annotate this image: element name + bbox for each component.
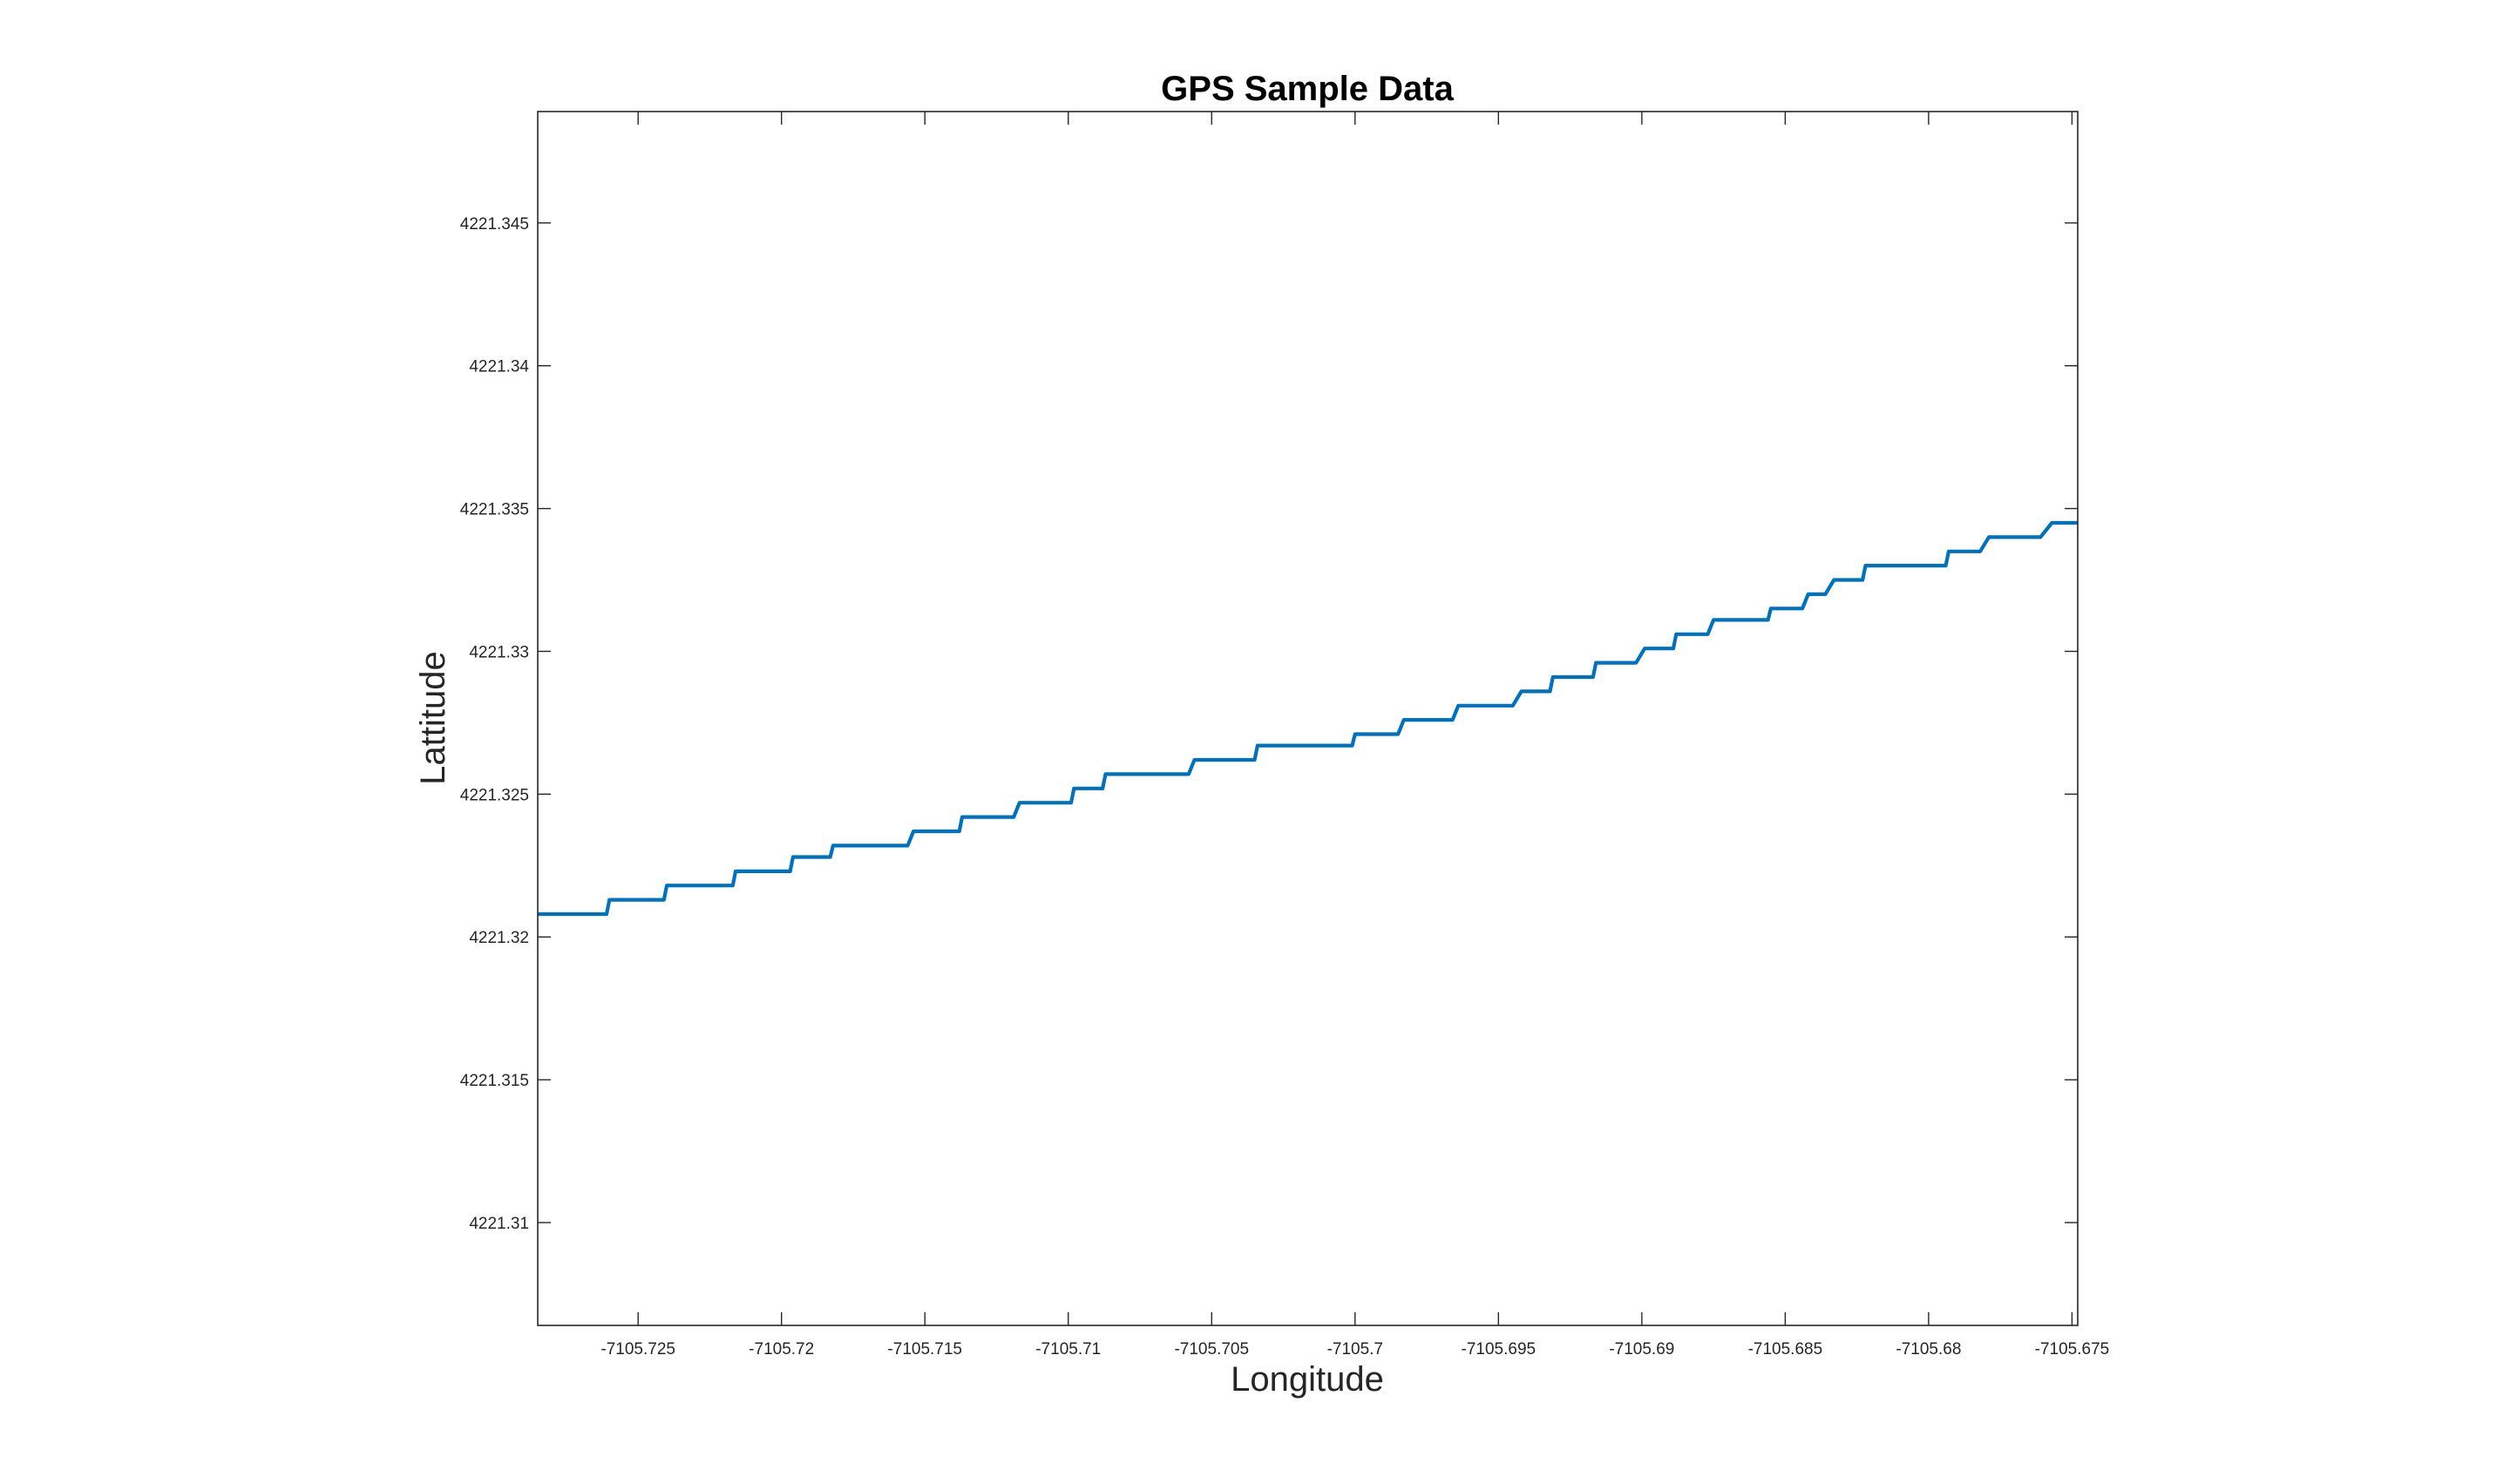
x-axis-label: Longitude [1231,1360,1384,1399]
plot-area [538,112,2078,1325]
y-tick-label: 4221.33 [469,643,529,661]
x-tick-label: -7105.7 [1327,1340,1383,1359]
y-tick-label: 4221.345 [460,215,529,234]
y-tick-label: 4221.31 [469,1215,529,1233]
series-line [538,520,2078,917]
tick-labels-layer: -7105.725 -7105.72 -7105.715 -7105.71 -7105.… [460,215,2109,1359]
y-axis-label: Lattitude [414,651,452,784]
x-tick-label: -7105.72 [749,1340,814,1359]
data-layer [538,520,2078,917]
axes-box [537,111,2079,1326]
x-tick-label: -7105.71 [1035,1340,1101,1359]
y-tick-label: 4221.34 [469,358,529,376]
x-tick-label: -7105.69 [1609,1340,1674,1359]
y-tick-label: 4221.32 [469,929,529,947]
chart-title: GPS Sample Data [1161,70,1454,108]
x-tick-label: -7105.695 [1462,1340,1537,1359]
x-tick-label: -7105.685 [1748,1340,1823,1359]
x-tick-label: -7105.705 [1174,1340,1249,1359]
y-tick-label: 4221.335 [460,501,529,519]
ticks-layer [538,112,2078,1325]
x-tick-label: -7105.68 [1896,1340,1961,1359]
x-tick-label: -7105.675 [2035,1340,2110,1359]
y-tick-label: 4221.315 [460,1072,529,1090]
y-tick-label: 4221.325 [460,786,529,804]
x-tick-label: -7105.715 [887,1340,962,1359]
x-tick-label: -7105.725 [600,1340,675,1359]
